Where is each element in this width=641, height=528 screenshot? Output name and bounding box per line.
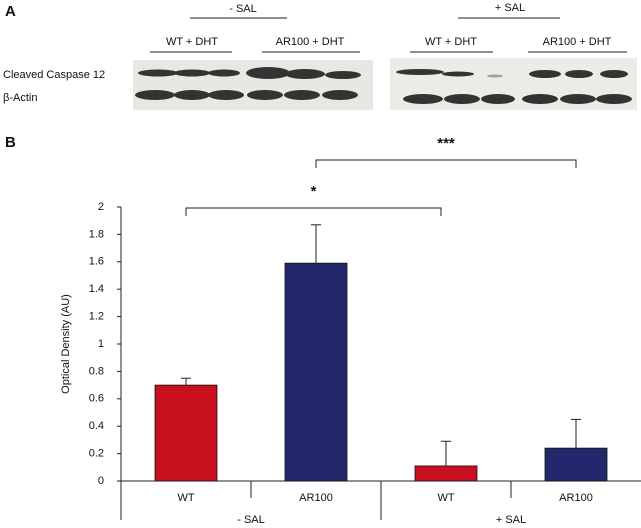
group-label: - SAL: [237, 514, 265, 526]
bar: [154, 384, 218, 482]
y-tick-label: 1.4: [89, 283, 104, 295]
blot-image: [133, 58, 637, 110]
bar: [284, 262, 348, 482]
y-tick-label: 1.2: [89, 311, 104, 323]
y-tick-label: 2: [98, 201, 104, 213]
lane-label: AR100 + DHT: [276, 36, 345, 48]
panel-label: B: [5, 134, 16, 151]
y-tick-label: 0.6: [89, 393, 104, 405]
y-tick-label: 0: [98, 475, 104, 487]
row-label: Cleaved Caspase 12: [3, 69, 105, 81]
bar: [544, 447, 608, 482]
group-label: + SAL: [496, 514, 526, 526]
x-tick-label: WT: [177, 492, 194, 504]
y-tick-label: 0.8: [89, 365, 104, 377]
y-axis-title: Optical Density (AU): [60, 294, 72, 394]
x-tick-label: AR100: [299, 492, 333, 504]
panel-label: A: [5, 3, 16, 20]
y-tick-label: 1: [98, 338, 104, 350]
lane-label: WT + DHT: [425, 36, 477, 48]
bar: [414, 465, 478, 482]
y-tick-label: 0.4: [89, 420, 104, 432]
significance-label: ***: [437, 135, 455, 152]
lane-label: WT + DHT: [166, 36, 218, 48]
y-tick-label: 1.8: [89, 228, 104, 240]
lane-label: AR100 + DHT: [543, 36, 612, 48]
blot-group-label: + SAL: [495, 2, 525, 14]
blot-group-label: - SAL: [229, 3, 257, 15]
significance-bracket: [315, 159, 577, 168]
significance-label: *: [311, 183, 317, 200]
row-label: β-Actin: [3, 92, 37, 104]
y-tick-label: 1.6: [89, 256, 104, 268]
x-tick-label: AR100: [559, 492, 593, 504]
y-tick-label: 0.2: [89, 448, 104, 460]
x-tick-label: WT: [437, 492, 454, 504]
significance-bracket: [185, 207, 442, 216]
